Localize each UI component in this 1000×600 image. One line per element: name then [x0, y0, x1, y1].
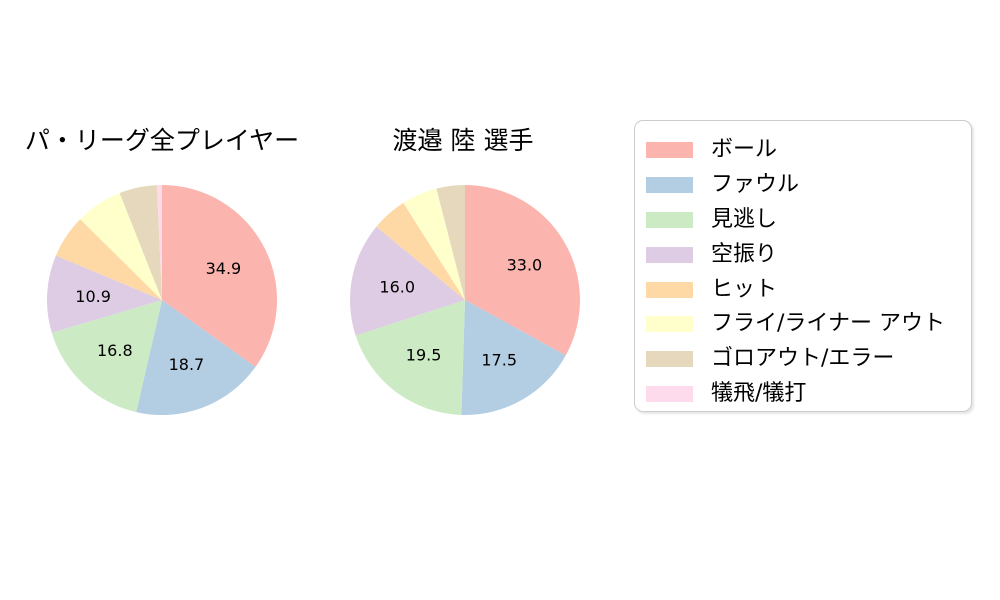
pie-slice-2	[355, 300, 465, 415]
legend: ボールファウル見逃し空振りヒットフライ/ライナー アウト ゴロアウト/エラー 犠飛/…	[634, 120, 972, 412]
pie-value-label: 10.9	[75, 287, 111, 306]
pie-value-label: 18.7	[169, 355, 205, 374]
pie-value-label: 33.0	[507, 255, 543, 274]
legend-label: ゴロアウト/エラー	[711, 346, 895, 372]
legend-swatch	[646, 211, 693, 228]
legend-swatch	[646, 351, 693, 368]
pie-chart-right: 33.0 17.5 19.5 16.0	[350, 185, 581, 415]
legend-item-7: 犠飛/犠打	[635, 377, 971, 412]
pie-slice-5	[80, 193, 162, 300]
legend-item-3: 空振り	[635, 237, 971, 272]
legend-item-5: フライ/ライナー アウト	[635, 307, 971, 342]
legend-swatch	[646, 281, 693, 298]
legend-item-0: ボール	[635, 133, 971, 168]
legend-item-4: ヒット	[635, 272, 971, 307]
pie-slice-1	[461, 300, 566, 415]
legend-swatch	[646, 142, 693, 159]
pie-slice-3	[350, 226, 465, 336]
pie-slice-1	[136, 300, 256, 415]
pie-slice-4	[376, 202, 465, 300]
pie-slice-0	[465, 185, 581, 356]
pie-title-right: 渡邉 陸 選手	[392, 126, 534, 155]
pie-value-label: 16.8	[97, 341, 133, 360]
legend-swatch	[646, 246, 693, 263]
legend-label: 空振り	[711, 241, 778, 267]
pie-slice-6	[436, 185, 465, 300]
legend-swatch	[646, 316, 693, 333]
legend-item-1: ファウル	[635, 168, 971, 203]
legend-label: 犠飛/犠打	[711, 380, 807, 406]
pie-value-label: 34.9	[206, 259, 242, 278]
legend-label: ヒット	[711, 276, 778, 302]
legend-item-6: ゴロアウト/エラー	[635, 342, 971, 377]
pie-slice-0	[162, 185, 278, 368]
pie-slice-6	[119, 185, 162, 300]
pie-slice-3	[46, 255, 162, 333]
pie-chart-left: 34.9 18.7 16.8 10.9	[46, 185, 278, 415]
legend-label: 見逃し	[711, 206, 778, 232]
pie-slice-7	[156, 185, 162, 300]
pie-slice-5	[403, 188, 465, 300]
legend-swatch	[646, 385, 693, 402]
pie-title-left: パ・リーグ全プレイヤー	[24, 126, 300, 155]
legend-label: フライ/ライナー アウト	[711, 311, 945, 337]
legend-swatch	[646, 177, 693, 194]
pie-value-label: 17.5	[481, 350, 517, 369]
pie-slice-2	[51, 300, 162, 413]
legend-label: ボール	[711, 137, 778, 163]
pie-value-label: 19.5	[406, 346, 442, 365]
legend-item-2: 見逃し	[635, 203, 971, 238]
pie-value-label: 16.0	[379, 278, 415, 297]
legend-label: ファウル	[711, 172, 800, 198]
pie-slice-4	[55, 219, 162, 300]
